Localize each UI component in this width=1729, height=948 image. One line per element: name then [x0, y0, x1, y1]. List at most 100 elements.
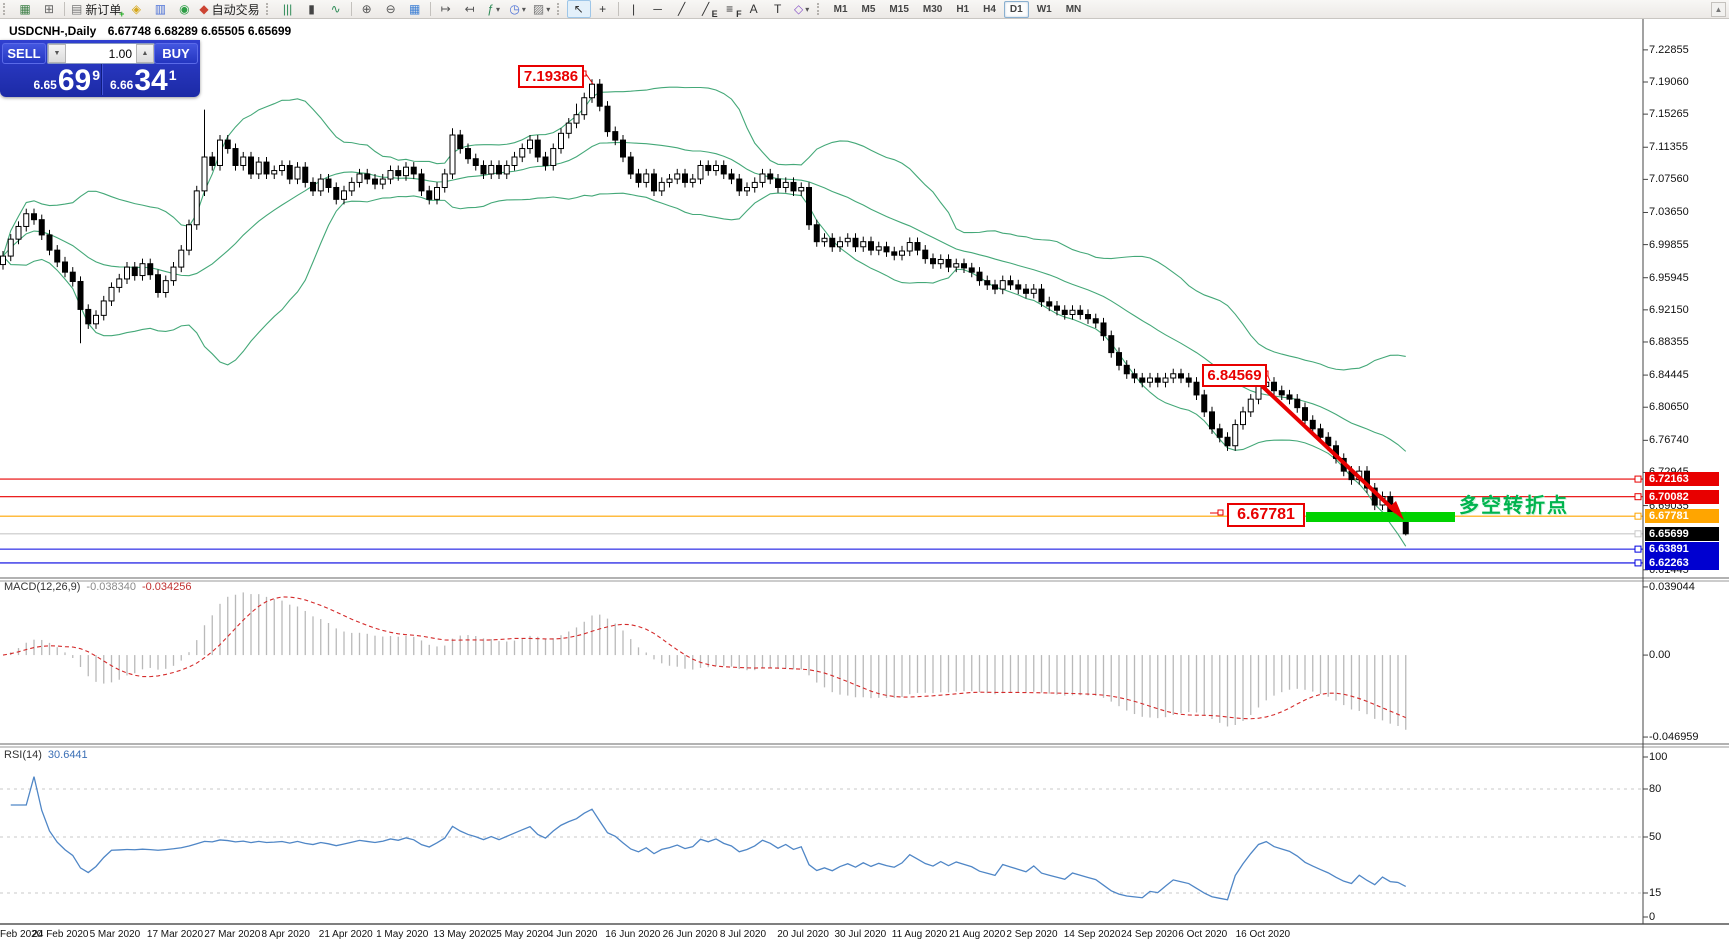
date-axis-label: 16 Jun 2020	[605, 929, 661, 940]
timeframe-MN-button[interactable]: MN	[1065, 3, 1082, 15]
timeframe-M1-button[interactable]: M1	[833, 3, 848, 15]
templates-button[interactable]: ▨ ▾	[530, 0, 554, 18]
timeframe-D1-button[interactable]: D1	[1003, 0, 1029, 18]
dropdown-arrow-icon: ▾	[805, 4, 810, 14]
autotrading-icon: ◆	[199, 2, 209, 16]
chevron-up-icon: ▲	[1714, 5, 1723, 14]
timeframe-W1-button[interactable]: W1	[1036, 3, 1052, 15]
templates-icon: ▨	[532, 2, 545, 16]
sell-price-big: 69	[57, 64, 92, 97]
signals-button[interactable]: ◉	[172, 0, 196, 18]
date-axis-label: 14 Sep 2020	[1063, 929, 1121, 940]
timeframe-M30-button[interactable]: M30	[922, 3, 943, 15]
volume-box: ▼ ▲	[47, 43, 155, 64]
candlestick-chart-button[interactable]: ▮	[300, 0, 324, 18]
macd-axis-label: 0.039044	[1649, 580, 1695, 593]
cursor-icon: ↖	[573, 2, 584, 16]
equidistant-channel-button[interactable]: ╱ E	[694, 0, 718, 19]
arrows-button[interactable]: ◇ ▾	[790, 0, 814, 18]
price-axis-label: 6.88355	[1649, 335, 1689, 348]
sell-button[interactable]: SELL	[2, 43, 46, 64]
date-axis-label: 17 Mar 2020	[146, 929, 204, 940]
indicators-add-button[interactable]: ƒ ▾	[482, 0, 506, 18]
vertical-line-button[interactable]: |	[622, 0, 646, 18]
zoom-out-button[interactable]: ⊖	[379, 0, 403, 18]
line-chart-icon: ∿	[330, 2, 341, 16]
price-axis-label: 7.15265	[1649, 108, 1689, 121]
text-button[interactable]: A	[742, 0, 766, 18]
price-axis-label: 6.84445	[1649, 369, 1689, 382]
chart-shift-button[interactable]: ↤	[458, 0, 482, 18]
down-trend-arrow	[1260, 384, 1398, 514]
bull-bear-turning-point-note[interactable]: 多空转折点	[1459, 495, 1569, 517]
crosshair-button[interactable]: +	[591, 0, 615, 18]
periods-button[interactable]: ◷ ▾	[506, 0, 530, 18]
sell-price[interactable]: 6.65 69 9	[4, 64, 102, 97]
line-chart-button[interactable]: ∿	[324, 0, 348, 18]
volume-increase-button[interactable]: ▲	[136, 44, 154, 63]
new-order-label: 新订单	[85, 2, 122, 17]
indicators-window-button[interactable]: ▦	[13, 0, 37, 18]
text-label-button[interactable]: T	[766, 0, 790, 18]
main-toolbar: ▦ ⊞ ▤ + 新订单 ◈ ▥ ◉ ◆ 自动交易 ||| ▮ ∿ ⊕ ⊖ ▦ ↦ ↤ ƒ ▾ ◷ ▾ ▨ ▾ ↖ + | ─ ╱ ╱ E ≡ F…	[0, 0, 1729, 19]
macd-axis-label: 0.00	[1649, 649, 1671, 662]
buy-button[interactable]: BUY	[154, 43, 198, 64]
dropdown-arrow-icon: ▾	[521, 4, 526, 14]
one-click-trading-panel: SELL ▼ ▲ BUY 6.65 69 9 6.66 34 1	[0, 40, 200, 97]
price-axis-badge: 6.72163	[1645, 472, 1719, 487]
date-axis-label: 8 Jul 2020	[719, 929, 767, 940]
date-axis-label: Feb 2020	[0, 929, 43, 940]
vertical-line-icon: |	[632, 2, 636, 16]
cursor-button[interactable]: ↖	[566, 0, 591, 18]
auto-scroll-button[interactable]: ↦	[434, 0, 458, 18]
price-axis-badge: 6.70082	[1645, 489, 1719, 504]
chart-shift-icon: ↤	[464, 2, 475, 16]
volume-input[interactable]	[66, 44, 136, 63]
horizontal-line-button[interactable]: ─	[646, 0, 670, 18]
autotrading-button[interactable]: ◆ 自动交易	[196, 0, 262, 18]
rsi-axis-label: 100	[1649, 751, 1668, 763]
fibonacci-button[interactable]: ≡ F	[718, 0, 742, 19]
price-axis-label: 6.99855	[1649, 238, 1689, 251]
buy-price[interactable]: 6.66 34 1	[104, 64, 202, 97]
data-window-button[interactable]: ⊞	[37, 0, 61, 18]
tile-windows-button[interactable]: ▦	[403, 0, 427, 18]
symbol-period-label: USDCNH-,Daily	[9, 24, 97, 38]
price-axis-label: 6.76740	[1649, 434, 1689, 447]
ohlc-values: 6.67748 6.68289 6.65505 6.65699	[107, 24, 292, 38]
toolbar-overflow-button[interactable]: ▲	[1711, 2, 1726, 17]
terminal-button[interactable]: ▥	[148, 0, 172, 18]
terminal-icon: ▥	[154, 2, 167, 16]
fibonacci-icon: ≡	[726, 2, 734, 16]
price-axis-label: 7.03650	[1649, 206, 1689, 219]
volume-decrease-button[interactable]: ▼	[48, 44, 66, 63]
timeframe-H4-button[interactable]: H4	[983, 3, 996, 15]
timeframe-M5-button[interactable]: M5	[861, 3, 876, 15]
fibonacci-icon-badge: F	[736, 9, 742, 19]
dropdown-arrow-icon: ▾	[546, 4, 551, 14]
price-label-peak[interactable]: 7.19386	[518, 65, 584, 88]
rsi-axis-label: 15	[1649, 887, 1662, 899]
date-axis-label: 30 Jul 2020	[834, 929, 887, 940]
bar-chart-button[interactable]: |||	[276, 0, 300, 18]
timeframe-M15-button[interactable]: M15	[889, 3, 909, 15]
price-axis-label: 7.11355	[1649, 141, 1688, 154]
new-order-button[interactable]: ▤ + 新订单	[68, 0, 124, 19]
trendline-button[interactable]: ╱	[670, 0, 694, 18]
zoom-out-icon: ⊖	[385, 2, 396, 16]
macd-label: MACD(12,26,9)	[4, 581, 81, 593]
zoom-in-icon: ⊕	[361, 2, 372, 16]
history-center-button[interactable]: ◈	[124, 0, 148, 18]
timeframe-H1-button[interactable]: H1	[956, 3, 970, 15]
price-label-swing-high[interactable]: 6.84569	[1202, 364, 1267, 387]
date-axis-label: 16 Oct 2020	[1235, 929, 1291, 940]
price-label-support[interactable]: 6.67781	[1227, 503, 1305, 527]
zoom-in-button[interactable]: ⊕	[355, 0, 379, 18]
date-axis-label: 2 Sep 2020	[1006, 929, 1058, 940]
date-axis-label: 6 Oct 2020	[1178, 929, 1228, 940]
buy-price-big: 34	[134, 64, 168, 97]
price-axis-label: 7.19060	[1649, 75, 1689, 88]
macd-axis-label: -0.046959	[1649, 731, 1699, 744]
macd-main-value: -0.038340	[86, 581, 136, 593]
